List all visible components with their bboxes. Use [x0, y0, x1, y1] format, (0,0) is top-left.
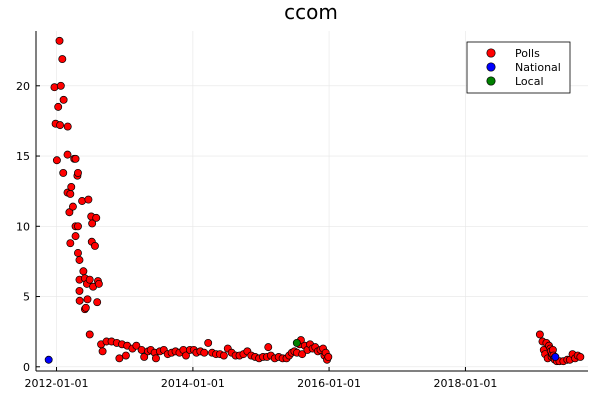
polls-point: [88, 219, 97, 228]
polls-point: [75, 296, 84, 305]
polls-point: [264, 343, 273, 352]
polls-point: [71, 154, 80, 163]
y-tick-label: 5: [23, 291, 30, 304]
polls-point: [67, 183, 76, 191]
polls-point: [58, 55, 67, 64]
legend-marker-polls: [486, 48, 496, 58]
polls-point: [78, 197, 87, 205]
national-point: [44, 355, 53, 364]
x-tick-label: 2018-01-01: [433, 377, 497, 390]
polls-point: [66, 239, 75, 248]
polls-point: [121, 351, 130, 360]
polls-point: [85, 330, 94, 339]
polls-point: [63, 122, 72, 131]
polls-point: [140, 353, 149, 361]
polls-point: [56, 81, 65, 90]
polls-point: [66, 190, 75, 198]
polls-point: [324, 353, 333, 361]
national-point: [551, 353, 560, 361]
polls-point: [71, 232, 80, 241]
y-tick-label: 20: [16, 80, 30, 93]
polls-point: [74, 222, 82, 231]
tick-labels: 2012-01-01 2014-01-01 2016-01-01 2018-01-01…: [16, 80, 497, 390]
polls-point: [81, 303, 90, 312]
polls-point: [65, 208, 74, 217]
x-tick-label: 2014-01-01: [161, 377, 225, 390]
polls-point: [93, 298, 102, 307]
polls-point: [90, 242, 99, 250]
chart-title: ccom: [284, 0, 338, 24]
polls-point: [52, 156, 61, 165]
local-point: [292, 338, 301, 347]
polls-point: [68, 202, 77, 211]
polls-point: [56, 121, 65, 130]
polls-point: [54, 102, 63, 111]
y-tick-label: 0: [23, 361, 30, 374]
polls-point: [59, 95, 68, 104]
polls-point: [219, 351, 228, 360]
polls-point: [137, 345, 146, 354]
polls-point: [50, 83, 59, 92]
y-tick-label: 15: [16, 150, 30, 163]
polls-point: [79, 267, 88, 276]
y-tick-label: 10: [16, 220, 30, 233]
legend-marker-local: [486, 76, 496, 86]
polls-point: [98, 347, 107, 356]
legend-label-polls: Polls: [515, 47, 540, 60]
legend-label-local: Local: [515, 75, 544, 88]
legend-box: [466, 41, 571, 94]
axes: [35, 31, 588, 372]
polls-point: [94, 279, 103, 288]
polls-point: [204, 338, 213, 347]
polls-point: [75, 256, 84, 264]
polls-point: [85, 275, 94, 284]
x-tick-label: 2012-01-01: [25, 377, 89, 390]
polls-point: [152, 354, 160, 363]
polls-point: [576, 353, 585, 361]
polls-point: [63, 150, 72, 159]
polls-point: [115, 354, 124, 363]
polls-point: [75, 286, 84, 295]
polls-point: [74, 168, 82, 177]
legend-marker-national: [486, 62, 496, 72]
polls-point: [182, 351, 190, 360]
polls-point: [59, 168, 68, 177]
polls-point: [74, 249, 82, 257]
polls-point: [298, 350, 307, 359]
legend-label-national: National: [515, 61, 561, 74]
polls-point: [83, 295, 92, 304]
data-points: [44, 36, 585, 366]
polls-point: [535, 330, 544, 339]
polls-point: [200, 348, 209, 357]
polls-point: [55, 36, 64, 45]
polls-point: [132, 341, 141, 350]
x-tick-label: 2016-01-01: [297, 377, 361, 390]
polls-point: [92, 213, 101, 222]
polls-point: [84, 195, 93, 204]
